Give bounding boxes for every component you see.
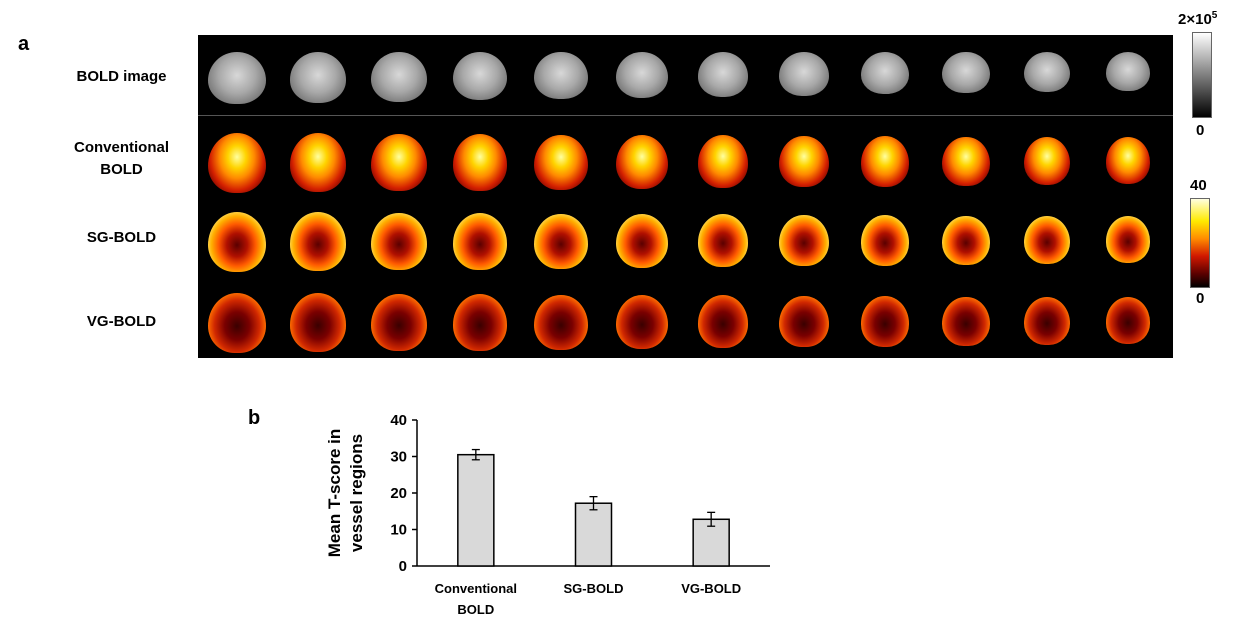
brain-slice-conventional-bold	[1105, 137, 1151, 185]
row-label-line: BOLD	[100, 161, 143, 178]
brain-slice-sg-bold	[1105, 216, 1151, 264]
brain-slice-sg-bold	[289, 212, 347, 272]
row-label-vg-bold: VG-BOLD	[34, 311, 209, 333]
row-label-bold-image: BOLD image	[34, 66, 209, 88]
brain-slice-vg-bold	[208, 293, 266, 353]
brain-slice-conventional-bold	[1024, 137, 1070, 185]
panel-b-label: b	[248, 407, 261, 429]
y-axis-label: Mean T-score in	[325, 429, 344, 557]
brain-slice-conventional-bold	[208, 133, 266, 193]
brain-slice-sg-bold	[371, 212, 427, 271]
brain-slice-conventional-bold	[534, 134, 588, 190]
brain-slice-vg-bold	[1105, 297, 1151, 345]
brain-slice-sg-bold	[208, 212, 266, 272]
brain-slice-bold-image	[1105, 52, 1151, 91]
brain-slice-vg-bold	[779, 295, 829, 348]
brain-slice-bold-image	[942, 52, 990, 94]
brain-slice-sg-bold	[697, 214, 749, 268]
brain-slice-vg-bold	[534, 294, 588, 350]
brain-slice-bold-image	[860, 52, 910, 95]
x-tick-label: SG-BOLD	[564, 581, 624, 596]
brain-slice-bold-image	[616, 52, 668, 98]
y-axis-label: vessel regions	[347, 434, 366, 552]
brain-slice-sg-bold	[779, 214, 829, 267]
brain-slice-vg-bold	[289, 293, 347, 353]
heat-colorbar-min: 0	[1196, 290, 1205, 307]
brain-slice-bold-image	[779, 52, 829, 96]
brain-slice-bold-image	[452, 52, 508, 101]
grayscale-colorbar-min: 0	[1196, 122, 1205, 139]
brain-slice-vg-bold	[1024, 297, 1070, 345]
grayscale-colorbar-max-base: 2×10	[1178, 11, 1212, 28]
bar-3	[692, 518, 730, 567]
t-score-bar-chart: 0 10 20 30 40 Mean T-score in vessel regions Co…	[310, 400, 780, 623]
brain-slice-vg-bold	[697, 295, 749, 349]
y-tick-label: 40	[390, 412, 407, 429]
x-tick-label: Conventional	[435, 581, 517, 596]
brain-slice-conventional-bold	[860, 136, 910, 187]
brain-slice-bold-image	[534, 52, 588, 100]
brain-slice-conventional-bold	[779, 135, 829, 188]
x-tick-label: VG-BOLD	[681, 581, 741, 596]
brain-slice-sg-bold	[616, 214, 668, 268]
y-tick-label: 10	[390, 522, 407, 539]
brain-slice-sg-bold	[1024, 216, 1070, 264]
bar-1	[457, 453, 495, 567]
row-label-line: SG-BOLD	[86, 229, 157, 246]
brain-slice-sg-bold	[534, 213, 588, 269]
brain-slice-sg-bold	[860, 215, 910, 266]
heat-colorbar	[1190, 198, 1210, 288]
x-tick-label: BOLD	[457, 602, 494, 617]
row-label-line: BOLD image	[76, 68, 167, 85]
chart-svg: 0 10 20 30 40 Mean T-score in vessel regions Co…	[325, 412, 770, 617]
brain-slice-conventional-bold	[942, 136, 990, 186]
brain-slice-bold-image	[697, 52, 749, 97]
brain-slice-sg-bold	[942, 215, 990, 265]
brain-slice-conventional-bold	[371, 133, 427, 192]
row-divider	[198, 115, 1173, 116]
brain-slice-vg-bold	[860, 296, 910, 347]
grayscale-colorbar	[1192, 32, 1212, 118]
row-label-sg-bold: SG-BOLD	[34, 227, 209, 249]
panel-a-label: a	[18, 33, 30, 55]
brain-slice-conventional-bold	[697, 135, 749, 189]
brain-slice-vg-bold	[371, 293, 427, 352]
brain-slice-conventional-bold	[616, 135, 668, 189]
grayscale-colorbar-max-exp: 5	[1211, 10, 1218, 21]
brain-slice-vg-bold	[616, 295, 668, 349]
mri-slice-montage	[198, 35, 1173, 358]
brain-slice-sg-bold	[452, 213, 508, 270]
brain-slice-conventional-bold	[289, 133, 347, 193]
bar-2	[574, 502, 613, 567]
brain-slice-bold-image	[371, 52, 427, 102]
brain-slice-bold-image	[208, 52, 266, 104]
brain-slice-bold-image	[1024, 52, 1070, 92]
brain-slice-vg-bold	[452, 294, 508, 351]
heat-colorbar-max: 40	[1190, 177, 1207, 194]
row-label-line: VG-BOLD	[86, 313, 157, 330]
y-tick-label: 0	[399, 558, 407, 575]
y-tick-label: 30	[390, 449, 407, 466]
brain-slice-conventional-bold	[452, 134, 508, 191]
brain-slice-bold-image	[289, 52, 347, 103]
brain-slice-vg-bold	[942, 296, 990, 346]
row-label-line: Conventional	[73, 139, 169, 156]
grayscale-colorbar-max: 2×105	[1178, 10, 1217, 28]
y-tick-label: 20	[390, 485, 407, 502]
row-label-conventional-bold: Conventional BOLD	[34, 137, 209, 181]
